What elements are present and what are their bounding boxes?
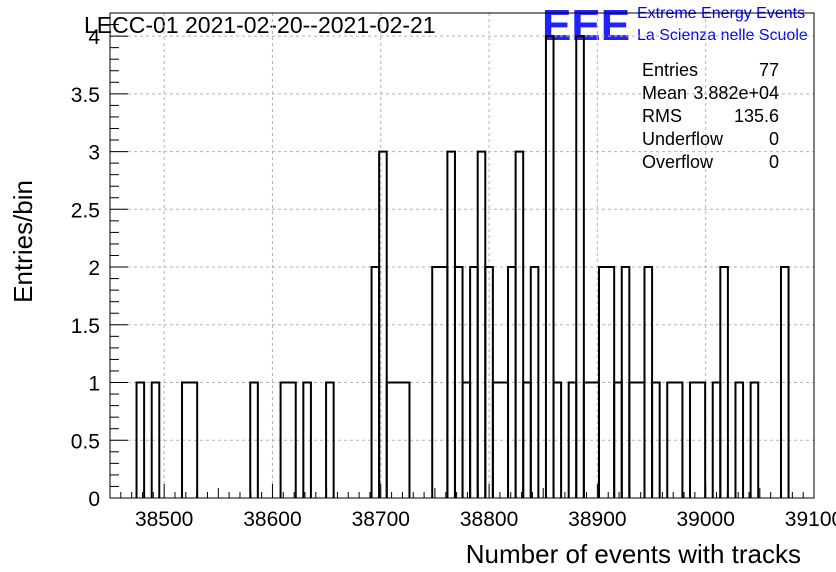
histogram-step-line: [135, 35, 790, 498]
stats-value: 77: [759, 60, 779, 80]
histogram-bin: [749, 381, 760, 498]
x-tick-label: 38600: [243, 508, 301, 531]
histogram-bin: [688, 381, 707, 498]
stats-value: 0: [769, 152, 779, 172]
x-tick-label: 38900: [568, 508, 626, 531]
stats-value: 3.882e+04: [693, 83, 779, 103]
histogram-bin: [779, 266, 790, 498]
histogram-bin: [575, 35, 585, 498]
stats-label: Overflow: [642, 152, 714, 172]
histogram-bin: [135, 381, 146, 498]
y-tick-label: 2: [88, 257, 100, 280]
histogram-bin: [279, 381, 297, 498]
histogram-bin: [651, 381, 661, 498]
y-tick-label: 4: [88, 26, 100, 49]
stats-label: Mean: [642, 83, 687, 103]
x-tick-label: 39000: [676, 508, 734, 531]
y-axis-label: Entries/bin: [8, 180, 38, 303]
histogram-bin: [719, 266, 729, 498]
histogram-bin: [529, 266, 540, 498]
x-tick-label: 38800: [460, 508, 518, 531]
histogram-bin: [544, 35, 555, 498]
histogram-bin: [385, 381, 411, 498]
eee-logo-mark: EEE: [542, 1, 630, 50]
histogram-bin: [150, 381, 161, 498]
histogram-bin: [552, 381, 563, 498]
histogram-bin: [666, 381, 684, 498]
histogram-bin: [249, 381, 259, 498]
histogram-bin: [302, 381, 312, 498]
stats-label: RMS: [642, 106, 682, 126]
stats-label: Underflow: [642, 129, 724, 149]
y-tick-label: 1: [88, 373, 100, 396]
y-tick-label: 0.5: [71, 430, 100, 453]
stats-label: Entries: [642, 60, 698, 80]
stats-box: Entries 77 Mean 3.882e+04 RMS 135.6 Underflow 0…: [642, 60, 779, 172]
y-tick-label: 3.5: [71, 84, 100, 107]
y-tick-label: 0: [88, 488, 100, 511]
histogram-bin: [514, 150, 525, 498]
histogram-bin: [598, 266, 616, 498]
stats-value: 135.6: [734, 106, 779, 126]
histogram-bin: [734, 381, 745, 498]
eee-logo: EEE Extreme Energy Events La Scienza nel…: [542, 1, 808, 50]
plot-title: LECC-01 2021-02-20--2021-02-21: [84, 12, 436, 38]
histogram-bin: [181, 381, 199, 498]
y-tick-label: 1.5: [71, 315, 100, 338]
histogram-bin: [378, 150, 388, 498]
x-tick-label: 38700: [352, 508, 410, 531]
x-axis-label: Number of events with tracks: [466, 539, 801, 569]
x-tick-label: 38500: [135, 508, 193, 531]
histogram-bin: [325, 381, 335, 498]
stats-value: 0: [769, 129, 779, 149]
y-tick-label: 3: [88, 142, 100, 165]
eee-logo-line2: La Scienza nelle Scuole: [637, 27, 808, 44]
y-tick-label: 2.5: [71, 199, 100, 222]
histogram-bin: [628, 381, 646, 498]
